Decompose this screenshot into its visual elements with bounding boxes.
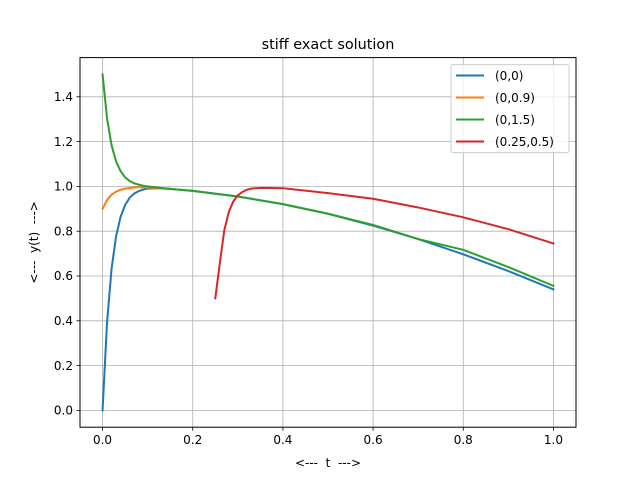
y-axis-label: <--- y(t) ---> [27, 201, 41, 284]
y-tick-label: 0.0 [54, 404, 73, 418]
chart-title: stiff exact solution [262, 37, 395, 53]
x-tick-label: 0.0 [93, 433, 112, 447]
legend-label-0: (0,0) [495, 69, 523, 83]
legend-label-3: (0.25,0.5) [495, 135, 554, 149]
legend-label-1: (0,0.9) [495, 91, 535, 105]
x-tick-label: 0.4 [273, 433, 292, 447]
x-axis-ticks: 0.0 0.2 0.4 0.6 0.8 1.0 [93, 427, 563, 447]
y-axis-ticks: 0.0 0.2 0.4 0.6 0.8 1.0 1.2 1.4 [54, 90, 80, 418]
legend-label-2: (0,1.5) [495, 113, 535, 127]
y-tick-label: 0.8 [54, 224, 73, 238]
plot-frame [79, 57, 577, 428]
x-tick-label: 0.8 [454, 433, 473, 447]
y-tick-label: 1.2 [54, 135, 73, 149]
grid [80, 57, 576, 428]
x-tick-label: 0.6 [364, 433, 383, 447]
series-lines [101, 73, 555, 412]
x-axis-label: <--- t ---> [295, 456, 361, 470]
legend: (0,0) (0,0.9) (0,1.5) (0.25,0.5) [450, 64, 570, 154]
legend-frame [450, 64, 570, 154]
y-tick-label: 1.0 [54, 180, 73, 194]
series-line-1 [101, 186, 172, 211]
series-line-2 [101, 73, 555, 288]
y-tick-label: 0.6 [54, 269, 73, 283]
x-tick-label: 1.0 [544, 433, 563, 447]
x-tick-label: 0.2 [183, 433, 202, 447]
y-tick-label: 0.4 [54, 314, 73, 328]
y-tick-label: 0.2 [54, 359, 73, 373]
y-tick-label: 1.4 [54, 90, 73, 104]
series-line-3 [214, 186, 555, 300]
